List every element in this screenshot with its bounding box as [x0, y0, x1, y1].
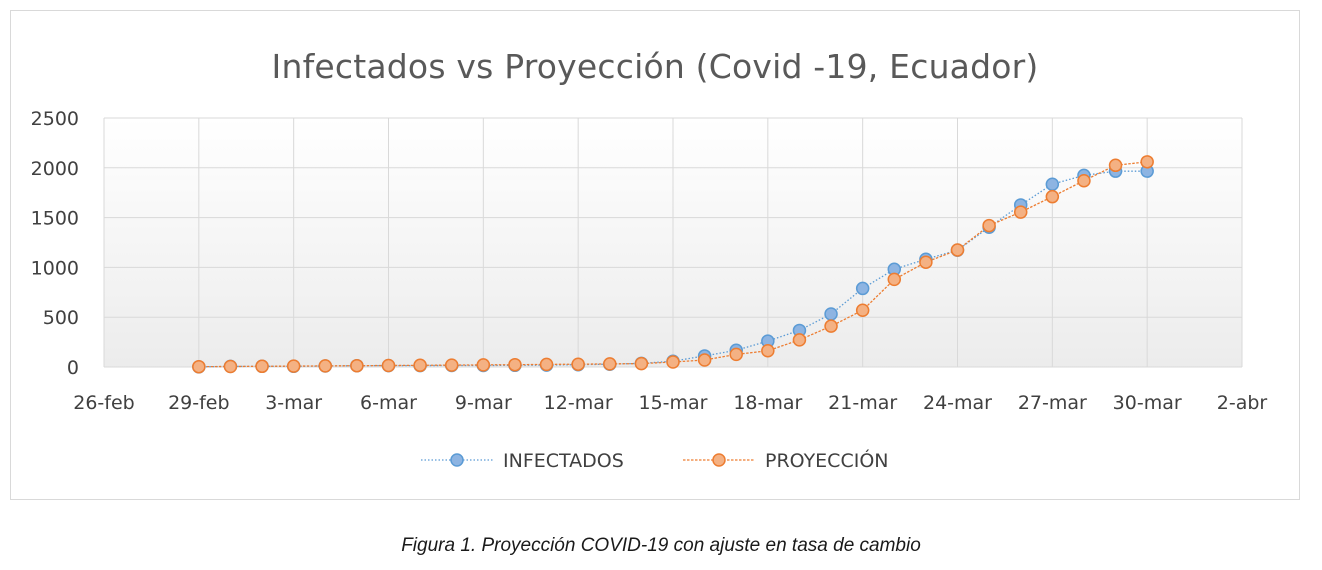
- legend-marker: [450, 453, 464, 467]
- data-point-proyeccion: [318, 359, 333, 373]
- data-point-proyeccion: [1077, 173, 1091, 188]
- data-point-infectados: [1045, 177, 1060, 191]
- data-point-proyeccion: [634, 356, 649, 371]
- data-point-proyeccion: [192, 359, 206, 374]
- data-point-proyeccion: [855, 303, 870, 317]
- x-tick-label: 24-mar: [923, 392, 992, 414]
- legend-label: PROYECCIÓN: [765, 448, 889, 472]
- data-point-proyeccion: [350, 358, 364, 373]
- data-point-proyeccion: [666, 355, 680, 369]
- data-point-proyeccion: [792, 333, 807, 347]
- data-point-proyeccion: [1045, 189, 1060, 204]
- data-point-proyeccion: [413, 358, 427, 373]
- x-tick-label: 21-mar: [828, 392, 897, 414]
- data-point-proyeccion: [444, 358, 459, 372]
- x-tick-label: 29-feb: [168, 392, 229, 414]
- data-point-proyeccion: [255, 359, 269, 374]
- x-tick-label: 6-mar: [360, 392, 417, 414]
- data-point-proyeccion: [824, 319, 838, 333]
- x-tick-label: 26-feb: [73, 392, 134, 414]
- data-point-proyeccion: [1140, 155, 1154, 169]
- data-point-infectados: [824, 307, 838, 321]
- data-point-proyeccion: [1013, 205, 1028, 219]
- data-point-proyeccion: [223, 359, 238, 374]
- y-tick-label: 1000: [31, 257, 79, 279]
- x-tick-label: 12-mar: [544, 392, 613, 414]
- figure-caption: Figura 1. Proyección COVID-19 con ajuste…: [401, 535, 921, 556]
- data-point-proyeccion: [539, 357, 554, 372]
- legend-marker: [712, 453, 726, 467]
- legend-label: INFECTADOS: [503, 450, 624, 472]
- x-tick-label: 27-mar: [1018, 392, 1087, 414]
- chart-title: Infectados vs Proyección (Covid -19, Ecu…: [271, 47, 1039, 86]
- y-tick-label: 500: [43, 307, 79, 329]
- x-tick-label: 3-mar: [265, 392, 322, 414]
- data-point-proyeccion: [729, 347, 743, 362]
- data-point-proyeccion: [1108, 158, 1123, 173]
- data-point-proyeccion: [286, 359, 301, 373]
- y-tick-label: 2000: [31, 158, 79, 180]
- data-point-proyeccion: [761, 344, 775, 358]
- x-tick-label: 15-mar: [639, 392, 708, 414]
- y-tick-label: 0: [67, 357, 79, 379]
- data-point-proyeccion: [571, 357, 585, 371]
- data-point-proyeccion: [950, 243, 965, 257]
- data-point-proyeccion: [887, 272, 902, 287]
- y-tick-label: 2500: [31, 108, 79, 130]
- data-point-proyeccion: [919, 255, 933, 269]
- x-tick-label: 30-mar: [1113, 392, 1182, 414]
- y-tick-label: 1500: [31, 208, 79, 230]
- data-point-proyeccion: [603, 357, 617, 371]
- data-point-proyeccion: [508, 357, 522, 372]
- data-point-proyeccion: [982, 218, 996, 233]
- data-point-infectados: [855, 281, 870, 296]
- x-tick-label: 9-mar: [455, 392, 512, 414]
- data-point-proyeccion: [381, 358, 396, 373]
- x-tick-label: 18-mar: [733, 392, 802, 414]
- data-point-proyeccion: [476, 358, 491, 372]
- data-point-proyeccion: [697, 353, 712, 367]
- x-tick-label: 2-abr: [1217, 392, 1268, 414]
